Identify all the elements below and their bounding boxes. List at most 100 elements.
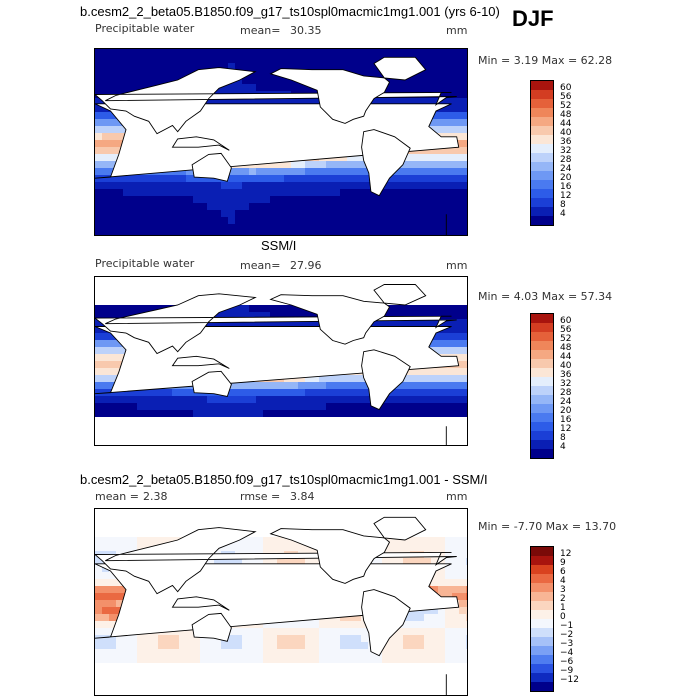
- field-cell: [312, 49, 319, 56]
- field-cell: [438, 656, 445, 663]
- field-cell: [144, 224, 151, 231]
- field-cell: [228, 224, 235, 231]
- field-cell: [445, 551, 452, 558]
- field-cell: [389, 656, 396, 663]
- field-cell: [221, 656, 228, 663]
- field-cell: [277, 189, 284, 196]
- field-cell: [256, 49, 263, 56]
- field-cell: [214, 49, 221, 56]
- field-cell: [291, 305, 298, 312]
- field-cell: [284, 196, 291, 203]
- field-cell: [270, 210, 277, 217]
- field-cell: [263, 544, 270, 551]
- field-cell: [137, 203, 144, 210]
- field-cell: [452, 558, 459, 565]
- colorbar-swatch: [531, 637, 553, 646]
- field-cell: [249, 642, 256, 649]
- field-cell: [445, 382, 452, 389]
- field-cell: [242, 544, 249, 551]
- field-cell: [347, 224, 354, 231]
- field-cell: [431, 77, 438, 84]
- field-cell: [102, 126, 109, 133]
- colorbar-swatch: [531, 350, 553, 359]
- field-cell: [312, 196, 319, 203]
- field-cell: [466, 56, 467, 63]
- continent-outline: [191, 370, 232, 398]
- field-cell: [424, 182, 431, 189]
- field-cell: [298, 168, 305, 175]
- field-cell: [123, 217, 130, 224]
- field-cell: [354, 231, 361, 235]
- field-cell: [438, 621, 445, 628]
- field-cell: [130, 196, 137, 203]
- field-cell: [95, 189, 102, 196]
- field-cell: [207, 231, 214, 235]
- field-cell: [452, 368, 459, 375]
- field-cell: [284, 312, 291, 319]
- field-cell: [291, 649, 298, 656]
- field-cell: [333, 410, 340, 417]
- field-cell: [361, 56, 368, 63]
- field-cell: [95, 196, 102, 203]
- field-cell: [459, 84, 466, 91]
- field-cell: [95, 382, 102, 389]
- field-cell: [368, 217, 375, 224]
- field-cell: [431, 628, 438, 635]
- field-cell: [228, 558, 235, 565]
- field-cell: [214, 182, 221, 189]
- field-cell: [347, 49, 354, 56]
- field-cell: [424, 389, 431, 396]
- field-cell: [249, 649, 256, 656]
- field-cell: [249, 544, 256, 551]
- field-cell: [165, 389, 172, 396]
- field-cell: [116, 231, 123, 235]
- field-cell: [95, 593, 102, 600]
- field-cell: [277, 217, 284, 224]
- field-cell: [116, 217, 123, 224]
- field-cell: [361, 63, 368, 70]
- field-cell: [396, 49, 403, 56]
- field-cell: [431, 375, 438, 382]
- field-cell: [361, 161, 368, 168]
- field-cell: [459, 119, 466, 126]
- field-cell: [235, 656, 242, 663]
- field-cell: [249, 63, 256, 70]
- field-cell: [179, 189, 186, 196]
- field-cell: [102, 621, 109, 628]
- field-cell: [151, 537, 158, 544]
- field-cell: [95, 340, 102, 347]
- field-cell: [333, 189, 340, 196]
- field-cell: [459, 544, 466, 551]
- continent-outline: [269, 528, 391, 584]
- field-cell: [347, 203, 354, 210]
- field-cell: [123, 196, 130, 203]
- field-cell: [116, 196, 123, 203]
- field-cell: [305, 56, 312, 63]
- field-cell: [445, 217, 452, 224]
- field-cell: [431, 319, 438, 326]
- field-cell: [102, 607, 109, 614]
- field-cell: [102, 56, 109, 63]
- field-cell: [109, 70, 116, 77]
- field-cell: [102, 600, 109, 607]
- field-cell: [207, 642, 214, 649]
- field-cell: [144, 175, 151, 182]
- field-cell: [277, 63, 284, 70]
- field-cell: [263, 382, 270, 389]
- field-cell: [431, 126, 438, 133]
- field-cell: [459, 77, 466, 84]
- field-cell: [291, 84, 298, 91]
- field-cell: [270, 656, 277, 663]
- field-cell: [340, 635, 347, 642]
- field-cell: [347, 382, 354, 389]
- field-cell: [144, 189, 151, 196]
- field-cell: [137, 196, 144, 203]
- panel-3-mean-value: 2.38: [143, 490, 168, 503]
- field-cell: [165, 175, 172, 182]
- field-cell: [459, 537, 466, 544]
- field-cell: [445, 544, 452, 551]
- field-cell: [277, 628, 284, 635]
- field-cell: [410, 224, 417, 231]
- field-cell: [431, 312, 438, 319]
- field-cell: [298, 312, 305, 319]
